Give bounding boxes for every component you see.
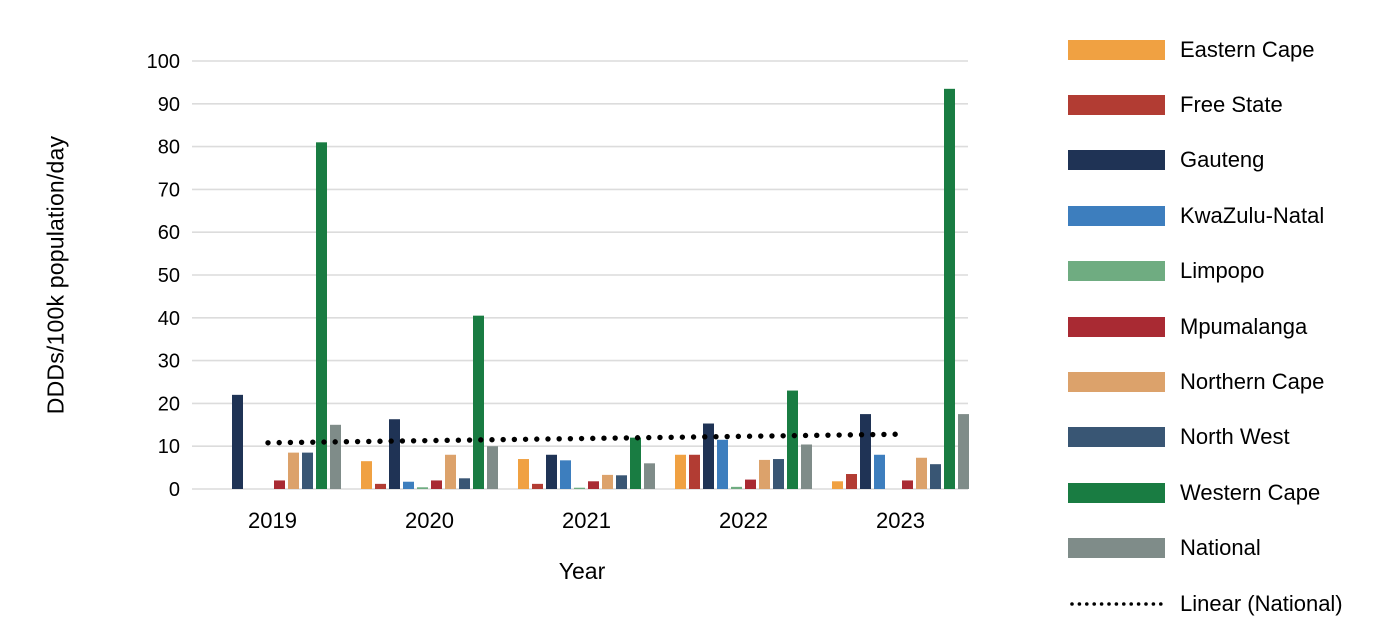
x-axis-title: Year bbox=[558, 558, 606, 584]
bar-free-state-2022 bbox=[689, 454, 700, 489]
legend-swatch-eastern-cape bbox=[1068, 39, 1165, 60]
bar-eastern-cape-2023 bbox=[832, 481, 843, 489]
legend-swatch-kwazulu-natal bbox=[1068, 205, 1165, 226]
bar-mpumalanga-2019 bbox=[274, 480, 285, 489]
plot-area: 0 10 20 30 40 50 60 70 80 90 100 2019 2020 2021 2022 20… bbox=[147, 51, 969, 533]
bar-gauteng-2019 bbox=[232, 394, 243, 489]
legend-item-free-state: Free State bbox=[1068, 77, 1368, 132]
legend-label-kwazulu-natal: KwaZulu-Natal bbox=[1180, 202, 1325, 228]
y-tick-label-100: 100 bbox=[147, 51, 180, 73]
y-tick-label-30: 30 bbox=[158, 351, 180, 373]
legend-swatch-mpumalanga bbox=[1068, 316, 1165, 337]
legend-item-north-west: North West bbox=[1068, 410, 1368, 465]
bar-north-west-2022 bbox=[773, 459, 784, 489]
bar-mpumalanga-2020 bbox=[431, 480, 442, 489]
bar-western-cape-2022 bbox=[787, 390, 798, 489]
bar-free-state-2023 bbox=[846, 474, 857, 489]
legend-swatch-national bbox=[1068, 538, 1165, 559]
bar-limpopo-2022 bbox=[731, 486, 742, 489]
legend-label-western-cape: Western Cape bbox=[1180, 479, 1321, 505]
legend-label-gauteng: Gauteng bbox=[1180, 147, 1265, 173]
x-tick-label-2023: 2023 bbox=[876, 508, 925, 533]
bar-free-state-2021 bbox=[532, 483, 543, 489]
y-tick-label-10: 10 bbox=[158, 436, 180, 458]
bar-mpumalanga-2023 bbox=[902, 480, 913, 489]
legend-label-eastern-cape: Eastern Cape bbox=[1180, 36, 1315, 62]
y-tick-label-0: 0 bbox=[169, 479, 180, 501]
bar-north-west-2023 bbox=[930, 464, 941, 489]
bar-eastern-cape-2020 bbox=[361, 461, 372, 489]
legend-item-northern-cape: Northern Cape bbox=[1068, 354, 1368, 409]
legend-label-north-west: North West bbox=[1180, 424, 1290, 450]
bar-western-cape-2021 bbox=[630, 437, 641, 489]
bar-gauteng-2023 bbox=[860, 414, 871, 489]
bar-northern-cape-2019 bbox=[288, 452, 299, 489]
x-tick-label-2022: 2022 bbox=[719, 508, 768, 533]
legend-swatch-north-west bbox=[1068, 427, 1165, 448]
bar-limpopo-2020 bbox=[417, 487, 428, 489]
bar-gauteng-2020 bbox=[389, 419, 400, 489]
legend: Eastern Cape Free State Gauteng KwaZulu-Nat… bbox=[1068, 22, 1368, 621]
trendline-linear-national bbox=[265, 431, 901, 446]
bar-north-west-2021 bbox=[616, 475, 627, 489]
legend-swatch-gauteng bbox=[1068, 150, 1165, 171]
legend-swatch-northern-cape bbox=[1068, 372, 1165, 393]
bar-western-cape-2019 bbox=[316, 142, 327, 489]
bar-kwazulu-natal-2020 bbox=[403, 481, 414, 489]
legend-item-limpopo: Limpopo bbox=[1068, 244, 1368, 299]
bar-national-2020 bbox=[487, 446, 498, 489]
bar-kwazulu-natal-2021 bbox=[560, 460, 571, 489]
bar-free-state-2020 bbox=[375, 483, 386, 489]
legend-item-eastern-cape: Eastern Cape bbox=[1068, 22, 1368, 77]
legend-item-linear-national-: Linear (National) bbox=[1068, 576, 1368, 621]
bar-western-cape-2023 bbox=[944, 88, 955, 489]
bar-north-west-2020 bbox=[459, 478, 470, 489]
legend-label-mpumalanga: Mpumalanga bbox=[1180, 313, 1308, 339]
y-tick-label-90: 90 bbox=[158, 94, 180, 116]
bar-eastern-cape-2021 bbox=[518, 459, 529, 489]
legend-item-western-cape: Western Cape bbox=[1068, 465, 1368, 520]
bar-mpumalanga-2022 bbox=[745, 479, 756, 489]
legend-label-northern-cape: Northern Cape bbox=[1180, 369, 1325, 395]
bar-northern-cape-2023 bbox=[916, 457, 927, 489]
bar-gauteng-2022 bbox=[703, 423, 714, 489]
legend-swatch-linear-national- bbox=[1070, 601, 1163, 606]
bar-mpumalanga-2021 bbox=[588, 481, 599, 489]
legend-item-gauteng: Gauteng bbox=[1068, 133, 1368, 188]
bar-eastern-cape-2022 bbox=[675, 454, 686, 489]
bar-national-2021 bbox=[644, 463, 655, 489]
legend-label-linear-national-: Linear (National) bbox=[1180, 590, 1343, 616]
bar-national-2023 bbox=[958, 414, 969, 489]
legend-label-limpopo: Limpopo bbox=[1180, 258, 1265, 284]
y-tick-label-50: 50 bbox=[158, 265, 180, 287]
bar-western-cape-2020 bbox=[473, 315, 484, 489]
bar-northern-cape-2022 bbox=[759, 459, 770, 489]
y-tick-label-70: 70 bbox=[158, 179, 180, 201]
legend-label-national: National bbox=[1180, 535, 1261, 561]
bar-kwazulu-natal-2022 bbox=[717, 439, 728, 489]
y-tick-label-80: 80 bbox=[158, 137, 180, 159]
bar-northern-cape-2021 bbox=[602, 474, 613, 489]
bar-national-2019 bbox=[330, 424, 341, 489]
y-tick-label-20: 20 bbox=[158, 393, 180, 415]
legend-item-kwazulu-natal: KwaZulu-Natal bbox=[1068, 188, 1368, 243]
legend-item-national: National bbox=[1068, 521, 1368, 576]
bar-north-west-2019 bbox=[302, 452, 313, 489]
y-tick-label-60: 60 bbox=[158, 222, 180, 244]
legend-swatch-free-state bbox=[1068, 95, 1165, 116]
legend-item-mpumalanga: Mpumalanga bbox=[1068, 299, 1368, 354]
legend-swatch-limpopo bbox=[1068, 261, 1165, 282]
legend-swatch-western-cape bbox=[1068, 482, 1165, 503]
bar-gauteng-2021 bbox=[546, 454, 557, 489]
x-tick-label-2019: 2019 bbox=[248, 508, 297, 533]
bar-northern-cape-2020 bbox=[445, 454, 456, 489]
bar-national-2022 bbox=[801, 444, 812, 489]
x-tick-label-2020: 2020 bbox=[405, 508, 454, 533]
legend-label-free-state: Free State bbox=[1180, 92, 1283, 118]
y-tick-label-40: 40 bbox=[158, 308, 180, 330]
bar-limpopo-2021 bbox=[574, 487, 585, 489]
bar-kwazulu-natal-2023 bbox=[874, 454, 885, 489]
x-tick-label-2021: 2021 bbox=[562, 508, 611, 533]
